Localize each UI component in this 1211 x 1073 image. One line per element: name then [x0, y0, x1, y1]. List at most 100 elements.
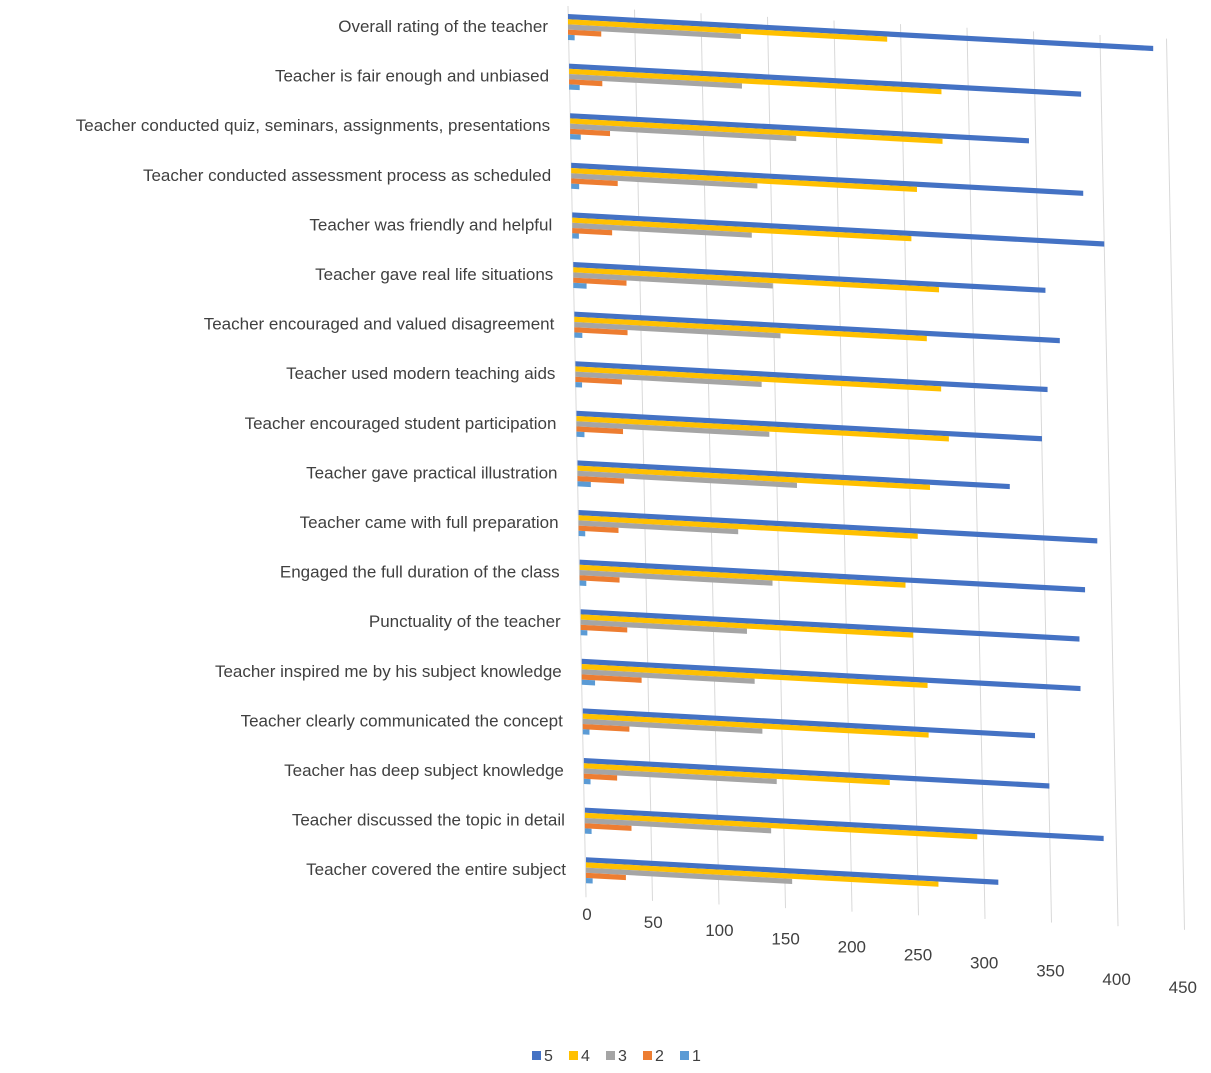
bar: [573, 282, 587, 289]
bar: [582, 708, 1036, 739]
bar: [573, 267, 940, 293]
bar: [568, 14, 1154, 52]
bar: [574, 332, 583, 339]
bar: [574, 311, 1060, 344]
x-tick-label: 350: [1036, 962, 1064, 981]
bar: [576, 416, 949, 442]
category-label: Teacher used modern teaching aids: [286, 364, 555, 383]
x-tick-labels: 0 50 100 150 200 250 300 350 400 450: [582, 905, 1197, 997]
bar: [586, 867, 793, 885]
bar: [574, 322, 781, 339]
bar: [569, 74, 742, 89]
gridline: [966, 27, 986, 919]
bar: [570, 118, 943, 144]
bar: [570, 128, 611, 137]
x-tick-label: 50: [644, 913, 663, 932]
bar: [577, 460, 1010, 490]
legend-swatch: [643, 1051, 652, 1060]
bar: [568, 19, 888, 42]
bar: [569, 63, 1082, 97]
category-label: Teacher discussed the topic in detail: [292, 811, 565, 830]
bar: [573, 272, 773, 289]
bar: [581, 664, 928, 689]
category-label: Teacher encouraged and valued disagreeme…: [204, 315, 555, 334]
bar: [581, 674, 642, 683]
bar: [581, 658, 1081, 692]
bar: [575, 366, 942, 392]
bar: [571, 162, 1084, 196]
category-label: Engaged the full duration of the class: [280, 563, 560, 582]
bar: [582, 718, 763, 734]
bar: [572, 217, 912, 242]
bar: [577, 481, 591, 488]
bar: [584, 823, 632, 831]
bar: [580, 609, 1080, 642]
gridline: [900, 24, 919, 916]
gridline: [833, 20, 853, 912]
bar: [582, 713, 929, 738]
bar: [577, 465, 930, 491]
category-label: Teacher has deep subject knowledge: [284, 761, 564, 780]
legend-label: 3: [618, 1048, 627, 1065]
bar: [575, 371, 762, 387]
category-label: Overall rating of the teacher: [338, 17, 548, 36]
bar: [580, 619, 747, 634]
gridline: [700, 13, 720, 905]
bar: [578, 520, 739, 535]
bar: [583, 778, 591, 785]
bar: [575, 382, 583, 388]
bar: [583, 763, 890, 786]
bar: [578, 530, 586, 537]
bar: [572, 228, 613, 236]
bar: [573, 262, 1046, 293]
bar: [570, 134, 581, 140]
legend-swatch: [606, 1051, 615, 1060]
legend-swatch: [532, 1051, 541, 1060]
x-tick-label: 250: [904, 946, 932, 965]
bar: [581, 669, 755, 684]
bar: [578, 515, 918, 539]
bar: [569, 84, 580, 91]
legend-label: 4: [581, 1048, 590, 1065]
bar: [576, 426, 624, 435]
bar: [568, 34, 575, 41]
x-tick-label: 450: [1169, 978, 1197, 997]
bar: [581, 679, 596, 686]
bar: [573, 277, 627, 286]
bar: [578, 510, 1098, 544]
gridline: [1099, 34, 1119, 927]
bar: [583, 758, 1050, 789]
x-tick-label: 300: [970, 954, 998, 973]
bar: [576, 410, 1042, 442]
legend: 5 4 3 2 1: [532, 1048, 701, 1065]
legend-swatch: [569, 1051, 578, 1060]
bar: [584, 828, 592, 834]
bar: [579, 564, 906, 588]
legend-label: 5: [544, 1048, 553, 1065]
bar: [569, 68, 942, 95]
legend-swatch: [680, 1051, 689, 1060]
bar: [574, 327, 628, 336]
bar: [576, 421, 770, 437]
category-label: Teacher conducted assessment process as …: [143, 166, 551, 185]
bar: [571, 178, 618, 187]
category-label: Teacher conducted quiz, seminars, assign…: [76, 116, 550, 135]
category-label: Teacher gave practical illustration: [306, 463, 557, 482]
gridlines: [567, 5, 1185, 930]
gridline: [1166, 38, 1185, 930]
category-label: Teacher clearly communicated the concept: [241, 711, 563, 730]
bar: [577, 470, 797, 488]
bar: [572, 233, 579, 239]
category-label: Teacher covered the entire subject: [306, 860, 566, 879]
x-tick-label: 400: [1102, 970, 1130, 989]
bar: [579, 559, 1086, 593]
category-label: Teacher came with full preparation: [300, 513, 559, 532]
category-label: Teacher encouraged student participation: [245, 414, 557, 433]
gridline: [634, 9, 653, 901]
x-tick-label: 0: [582, 905, 591, 924]
bar: [575, 376, 622, 385]
category-labels: Overall rating of the teacher Teacher is …: [76, 17, 567, 879]
bar: [574, 316, 927, 342]
legend-label: 1: [692, 1048, 701, 1065]
